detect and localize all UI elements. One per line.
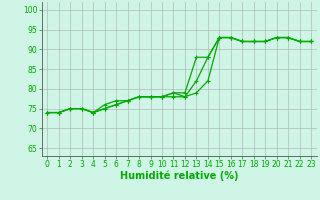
- X-axis label: Humidité relative (%): Humidité relative (%): [120, 171, 238, 181]
